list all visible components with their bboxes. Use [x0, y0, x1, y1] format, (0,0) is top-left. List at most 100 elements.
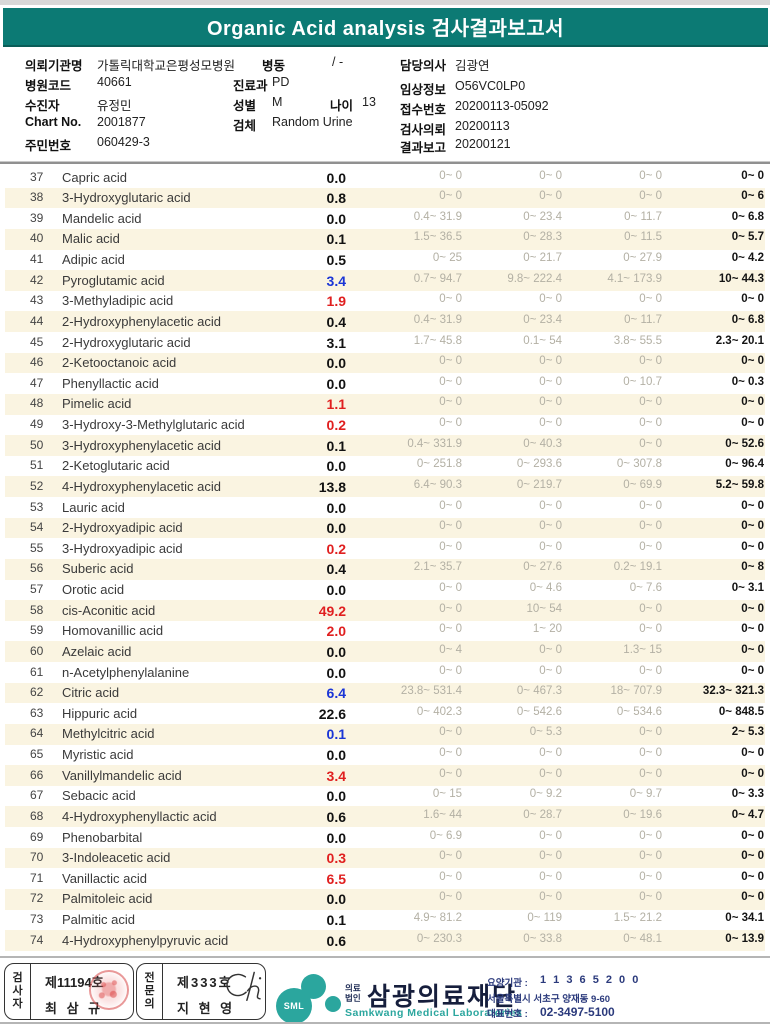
- ref-range-1: 0~ 251.8: [416, 458, 462, 471]
- ref-range-3: 1.5~ 21.2: [613, 912, 662, 924]
- care-org-number: 1 1 3 6 5 2 0 0: [540, 974, 641, 986]
- ref-range-4: 0~ 13.9: [725, 932, 764, 945]
- row-number: 59: [30, 623, 44, 638]
- ref-range-2: 0~ 0: [539, 850, 562, 863]
- ref-range-1: 0~ 25: [432, 252, 462, 264]
- ref-range-1: 0.4~ 31.9: [413, 313, 462, 326]
- ref-range-2: 0~ 23.4: [523, 313, 562, 326]
- ref-range-4: 0~ 0.3: [731, 375, 764, 388]
- corp-name-english: Samkwang Medical Laboratories: [345, 1007, 523, 1019]
- ref-range-3: 0~ 9.7: [629, 788, 662, 801]
- clinical-info-value: O56VC0LP0: [455, 79, 526, 93]
- ref-range-3: 0~ 0: [639, 499, 662, 512]
- result-value: 0.0: [326, 643, 346, 660]
- acid-name: Suberic acid: [62, 561, 134, 577]
- examiner-cert-no: 제11194호: [45, 975, 104, 990]
- acid-name: Lauric acid: [62, 499, 125, 515]
- ref-range-2: 0~ 0: [539, 417, 562, 429]
- ref-range-4: 0~ 6.8: [731, 313, 764, 326]
- ref-range-4: 5.2~ 59.8: [715, 478, 764, 491]
- table-row: 74 4-Hydroxyphenylpyruvic acid 0.6 0~ 230.3…: [0, 930, 770, 951]
- row-number: 72: [30, 891, 44, 906]
- ref-range-4: 0~ 0: [741, 767, 764, 780]
- ref-range-1: 0~ 0: [439, 540, 462, 553]
- ref-range-1: 0~ 0: [439, 190, 462, 203]
- result-value: 3.4: [326, 272, 346, 289]
- result-value: 0.0: [326, 499, 346, 516]
- examiner-name: 최 삼 규: [45, 1001, 104, 1016]
- dept-label: 진료과: [233, 79, 268, 93]
- ref-range-1: 0~ 15: [432, 788, 462, 801]
- clinical-info-label: 임상정보: [400, 83, 447, 97]
- ref-range-3: 0~ 11.5: [624, 231, 662, 244]
- acid-name: Vanillylmandelic acid: [62, 767, 182, 783]
- result-value: 0.0: [326, 582, 346, 598]
- age-value: 13: [362, 95, 376, 109]
- ref-range-2: 0~ 0: [539, 891, 562, 904]
- acid-name: 4-Hydroxyphenylpyruvic acid: [62, 932, 229, 948]
- result-value: 49.2: [318, 602, 346, 619]
- result-value: 0.2: [326, 417, 346, 433]
- row-number: 50: [30, 437, 44, 452]
- examiner-stamp-box: 검사자 제11194호 최 삼 규: [4, 963, 134, 1020]
- ref-range-2: 0~ 9.2: [529, 788, 562, 801]
- acid-name: Palmitic acid: [62, 912, 135, 927]
- examiner-role-cell: 검사자: [5, 964, 31, 1019]
- acid-name: 3-Hydroxyphenylacetic acid: [62, 437, 221, 453]
- ref-range-2: 0~ 0: [539, 747, 562, 759]
- acid-name: Pyroglutamic acid: [62, 272, 165, 288]
- row-number: 71: [30, 870, 44, 885]
- row-number: 51: [30, 458, 44, 473]
- specimen-value: Random Urine: [272, 115, 353, 129]
- row-number: 63: [30, 705, 44, 720]
- ref-range-1: 0~ 4: [439, 643, 462, 656]
- table-row: 62 Citric acid 6.4 23.8~ 531.4 0~ 467.3 18~ 7…: [0, 682, 770, 704]
- ref-range-1: 0~ 0: [439, 293, 462, 306]
- ref-range-1: 0~ 0: [439, 726, 462, 739]
- ref-range-2: 0~ 0: [539, 540, 562, 553]
- ref-range-2: 0~ 0: [539, 520, 562, 533]
- ref-range-4: 0~ 0: [741, 417, 764, 429]
- ref-range-4: 0~ 34.1: [725, 912, 764, 924]
- table-row: 38 3-Hydroxyglutaric acid 0.8 0~ 0 0~ 0 0~ 0 0…: [0, 187, 770, 209]
- row-number: 67: [30, 788, 44, 803]
- row-number: 37: [30, 169, 44, 184]
- ref-range-2: 0.1~ 54: [523, 334, 562, 347]
- ref-range-3: 0~ 11.7: [624, 210, 662, 223]
- result-value: 6.5: [326, 870, 346, 887]
- ref-range-3: 0~ 0: [639, 767, 662, 780]
- result-value: 0.4: [326, 313, 346, 330]
- specialist-cert-no: 제333호: [177, 975, 233, 990]
- row-number: 41: [30, 252, 44, 266]
- table-row: 68 4-Hydroxyphenyllactic acid 0.6 1.6~ 44 0~…: [0, 806, 770, 827]
- ref-range-4: 0~ 0: [741, 850, 764, 863]
- ref-range-4: 0~ 3.1: [731, 582, 764, 594]
- result-value: 0.0: [326, 375, 346, 392]
- ref-range-3: 18~ 707.9: [610, 685, 662, 698]
- ref-range-2: 0~ 219.7: [516, 478, 562, 491]
- ref-range-4: 0~ 0: [741, 355, 764, 368]
- ref-range-1: 0~ 0: [439, 767, 462, 780]
- result-value: 2.0: [326, 623, 346, 640]
- request-date-value: 20200113: [455, 119, 510, 133]
- scan-bottom-strip: [0, 1022, 770, 1024]
- row-number: 43: [30, 293, 44, 308]
- table-row: 61 n-Acetylphenylalanine 0.0 0~ 0 0~ 0 0~ 0 0~…: [0, 662, 770, 683]
- phone-label: 대표번호 :: [487, 1009, 528, 1020]
- ref-range-1: 1.7~ 45.8: [413, 334, 462, 347]
- ref-range-4: 0~ 4.2: [731, 252, 764, 264]
- ref-range-2: 0~ 40.3: [523, 437, 562, 450]
- ref-range-1: 0~ 0: [439, 664, 462, 677]
- table-row: 59 Homovanillic acid 2.0 0~ 0 1~ 20 0~ 0 0~ 0: [0, 621, 770, 642]
- row-number: 58: [30, 602, 44, 617]
- examiner-role-label: 검사자: [12, 972, 23, 1010]
- ref-range-1: 1.5~ 36.5: [413, 231, 462, 244]
- ref-range-4: 0~ 3.3: [731, 788, 764, 801]
- ref-range-3: 0~ 0: [639, 850, 662, 863]
- resident-no-label: 주민번호: [25, 139, 72, 153]
- result-value: 0.0: [326, 355, 346, 372]
- acid-name: Phenyllactic acid: [62, 375, 159, 391]
- table-row: 46 2-Ketooctanoic acid 0.0 0~ 0 0~ 0 0~ 0 0~ 0: [0, 352, 770, 374]
- logo-sml-text: SML: [283, 1001, 305, 1011]
- dept-value: PD: [272, 75, 290, 89]
